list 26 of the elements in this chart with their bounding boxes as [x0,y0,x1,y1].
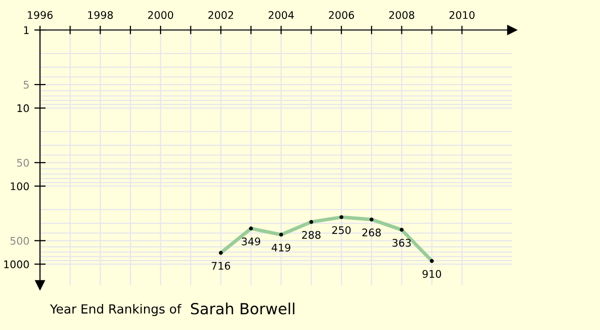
y-tick-label: 1 [24,26,29,34]
data-label: 349 [242,237,260,246]
text: Year End Rankings of [50,304,182,316]
y-tick-label: 100 [10,182,29,190]
y-tick-label: 500 [10,236,29,245]
x-tick-label: 2010 [449,11,475,19]
data-label: 268 [362,228,381,236]
data-label: 716 [212,262,230,270]
y-tick-label: 10 [17,104,29,112]
x-tick-label: 2004 [268,11,294,19]
x-tick-label: 2002 [208,11,234,19]
text: Sarah Borwell [191,302,294,314]
data-label: 910 [422,270,442,278]
data-label: 288 [302,230,320,239]
x-tick-label: 2006 [328,11,354,19]
x-tick-label: 1998 [88,11,113,19]
data-label: 363 [392,238,411,247]
data-label: 419 [272,244,290,252]
y-tick-label: 5 [24,80,29,89]
x-tick-label: 2000 [148,11,174,19]
y-tick-label: 1000 [4,260,29,268]
x-tick-label: 2008 [389,11,414,19]
y-tick-label: 50 [17,158,29,167]
x-tick-label: 1996 [28,11,53,19]
data-label: 250 [332,226,351,234]
line-series [218,215,434,263]
